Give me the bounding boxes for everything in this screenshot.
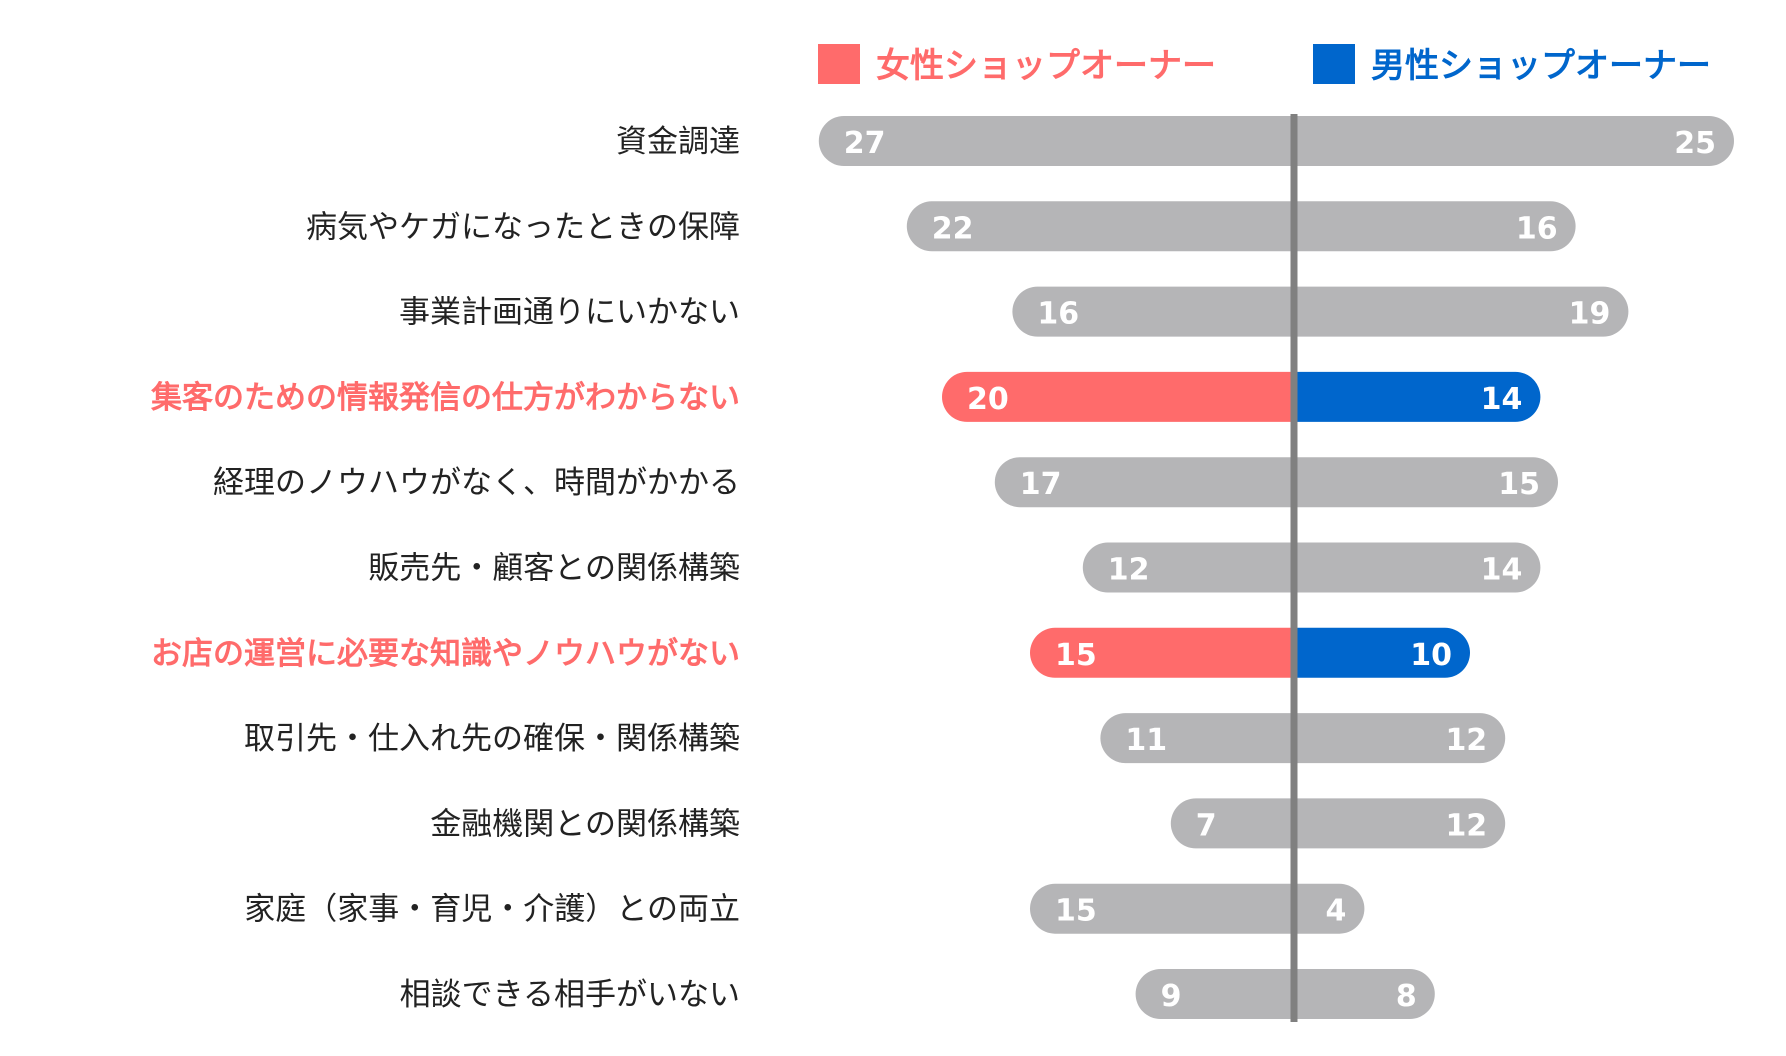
bar-female <box>1012 286 1294 337</box>
chart-row: 資金調達 27 25 <box>616 116 1734 166</box>
chart-row: 金融機関との関係構築 7 12 <box>430 798 1506 849</box>
category-label: 集客のための情報発信の仕方がわからない <box>150 380 740 416</box>
chart-row: 相談できる相手がいない 9 8 <box>400 969 1435 1019</box>
value-label-female: 7 <box>1196 808 1217 843</box>
bar-female <box>1135 969 1294 1019</box>
chart-row: 集客のための情報発信の仕方がわからない 20 14 <box>150 371 1541 422</box>
value-label-female: 9 <box>1161 979 1182 1014</box>
chart-row: お店の運営に必要な知識やノウハウがない 15 10 <box>151 627 1470 678</box>
value-label-male: 8 <box>1396 979 1417 1014</box>
chart-row: 病気やケガになったときの保障 22 16 <box>306 201 1576 252</box>
value-label-female: 27 <box>844 126 886 161</box>
category-label: 事業計画通りにいかない <box>399 295 740 331</box>
bar-male <box>1294 371 1541 422</box>
category-label: 経理のノウハウがなく、時間がかかる <box>213 465 740 501</box>
chart-row: 経理のノウハウがなく、時間がかかる 17 15 <box>213 457 1558 508</box>
category-label: 金融機関との関係構築 <box>430 806 740 842</box>
category-label: 資金調達 <box>616 124 740 160</box>
legend-swatch-female <box>818 44 860 84</box>
value-label-male: 15 <box>1498 467 1540 502</box>
value-label-female: 20 <box>967 382 1009 417</box>
value-label-female: 16 <box>1037 297 1079 332</box>
bar-female <box>1030 627 1294 678</box>
bar-female <box>1082 542 1294 593</box>
bar-male <box>1294 542 1541 593</box>
value-label-male: 10 <box>1410 638 1452 673</box>
category-label: 相談できる相手がいない <box>400 977 740 1013</box>
value-label-female: 15 <box>1055 638 1097 673</box>
value-label-female: 12 <box>1108 553 1150 588</box>
bar-female <box>994 457 1294 508</box>
value-label-male: 4 <box>1326 894 1347 929</box>
bar-male <box>1294 969 1435 1019</box>
category-label: 病気やケガになったときの保障 <box>306 209 740 245</box>
bar-male <box>1294 627 1470 678</box>
value-label-female: 11 <box>1125 723 1167 758</box>
value-label-male: 19 <box>1569 297 1611 332</box>
legend-swatch-male <box>1313 44 1355 84</box>
category-label: 家庭（家事・育児・介護）との両立 <box>244 892 740 928</box>
value-label-male: 16 <box>1516 211 1558 246</box>
category-label: お店の運営に必要な知識やノウハウがない <box>151 636 740 672</box>
bar-female <box>942 371 1294 422</box>
category-label: 取引先・仕入れ先の確保・関係構築 <box>244 721 740 757</box>
bar-female <box>1030 883 1294 934</box>
bar-female <box>1170 798 1294 849</box>
bar-male <box>1294 201 1576 252</box>
chart-row: 取引先・仕入れ先の確保・関係構築 11 12 <box>244 713 1506 764</box>
bar-male <box>1294 883 1365 934</box>
value-label-male: 14 <box>1481 382 1523 417</box>
value-label-female: 15 <box>1055 894 1097 929</box>
bar-male <box>1294 116 1734 166</box>
value-label-male: 12 <box>1445 808 1487 843</box>
legend-label-male: 男性ショップオーナー <box>1371 46 1711 86</box>
category-label: 販売先・顧客との関係構築 <box>368 551 740 587</box>
legend-label-female: 女性ショップオーナー <box>876 46 1216 86</box>
chart-row: 事業計画通りにいかない 16 19 <box>399 286 1629 337</box>
bar-male <box>1294 798 1506 849</box>
chart-row: 家庭（家事・育児・介護）との両立 15 4 <box>244 883 1365 934</box>
bar-female <box>818 116 1294 166</box>
bar-male <box>1294 713 1506 764</box>
bar-female <box>1100 713 1294 764</box>
chart-row: 販売先・顧客との関係構築 12 14 <box>368 542 1541 593</box>
bar-female <box>906 201 1294 252</box>
bar-male <box>1294 286 1629 337</box>
value-label-male: 14 <box>1481 553 1523 588</box>
value-label-male: 25 <box>1674 126 1716 161</box>
value-label-female: 22 <box>932 211 974 246</box>
bar-male <box>1294 457 1558 508</box>
value-label-female: 17 <box>1020 467 1062 502</box>
value-label-male: 12 <box>1445 723 1487 758</box>
legend: 女性ショップオーナー 男性ショップオーナー <box>818 44 1711 86</box>
